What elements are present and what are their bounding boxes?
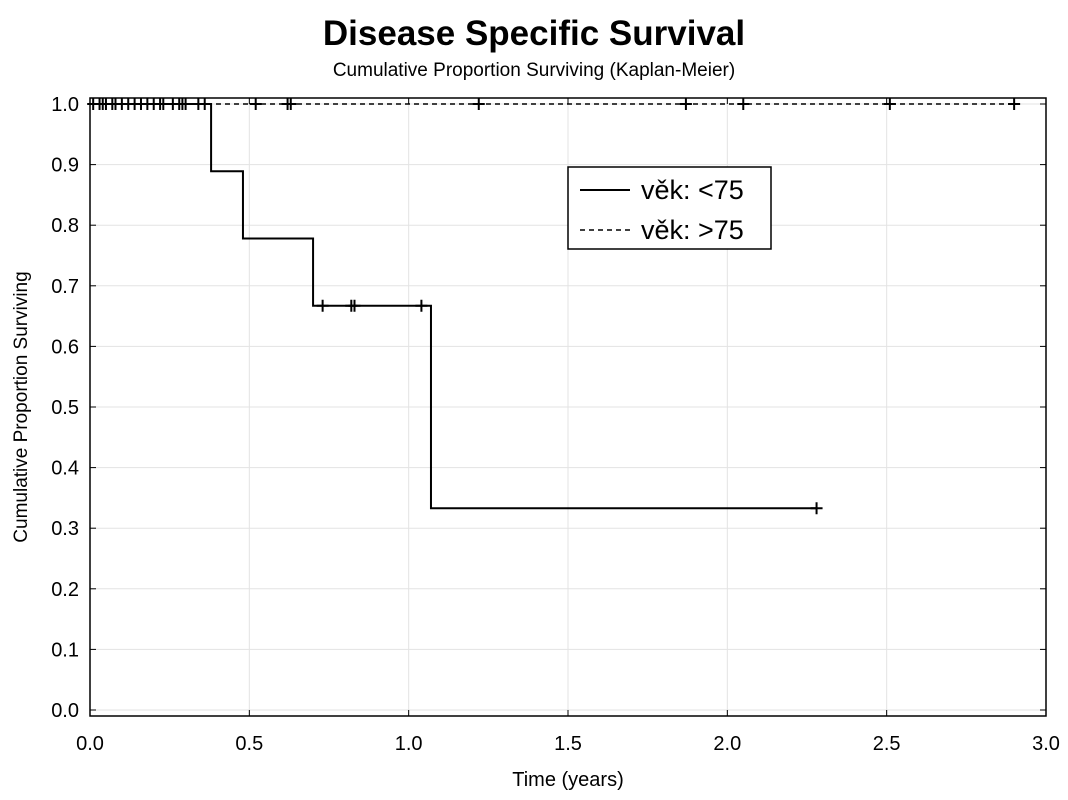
x-tick-label: 1.5 [554,733,582,755]
censor-mark [154,98,167,110]
y-tick-label: 0.4 [51,458,79,480]
censor-mark [109,98,122,110]
censor-mark [316,299,329,312]
x-tick-label: 2.5 [873,733,901,755]
x-tick-label: 2.0 [713,733,741,755]
axis-ticks: 0.0 0.5 1.0 1.5 2.0 2.5 3.0 0.0 0.1 0.2 0.3 0.4 0.5 0… [51,94,1060,755]
chart-subtitle: Cumulative Proportion Surviving (Kaplan-… [332,60,736,81]
censor-mark [176,98,189,110]
legend-box [567,166,772,250]
censor-mark [122,98,135,110]
series-layer [87,98,1021,515]
y-tick-label: 0.8 [51,215,79,237]
legend-label-over-75: věk: >75 [641,215,744,245]
censor-mark [737,98,750,110]
y-tick-label: 0.0 [51,700,79,722]
legend-label-under-75: věk: <75 [641,175,744,205]
censor-mark [96,98,109,110]
y-tick-label: 0.6 [51,336,79,358]
censor-mark [284,98,297,110]
x-axis-label: Time (years) [512,769,623,791]
censor-mark [679,98,692,110]
x-tick-label: 1.0 [395,733,423,755]
x-tick-label: 0.5 [235,733,263,755]
censor-mark [249,98,262,110]
y-tick-label: 0.1 [51,639,79,661]
y-tick-label: 0.5 [51,397,79,419]
censor-mark [472,98,485,110]
y-tick-label: 1.0 [51,94,79,116]
x-tick-label: 3.0 [1032,733,1060,755]
y-tick-label: 0.3 [51,518,79,540]
censor-mark [883,98,896,110]
chart-title: Disease Specific Survival [322,14,746,53]
x-tick-label: 0.0 [76,733,104,755]
censor-mark [1008,98,1021,110]
censor-mark [348,299,361,312]
y-tick-label: 0.7 [51,276,79,298]
y-axis-label: Cumulative Proportion Surviving [11,271,32,542]
censor-mark [415,299,428,312]
y-tick-label: 0.9 [51,155,79,177]
y-tick-label: 0.2 [51,579,79,601]
series-line-under-75 [90,103,817,510]
censor-mark [810,502,823,515]
legend: věk: <75 věk: >75 [567,166,772,250]
